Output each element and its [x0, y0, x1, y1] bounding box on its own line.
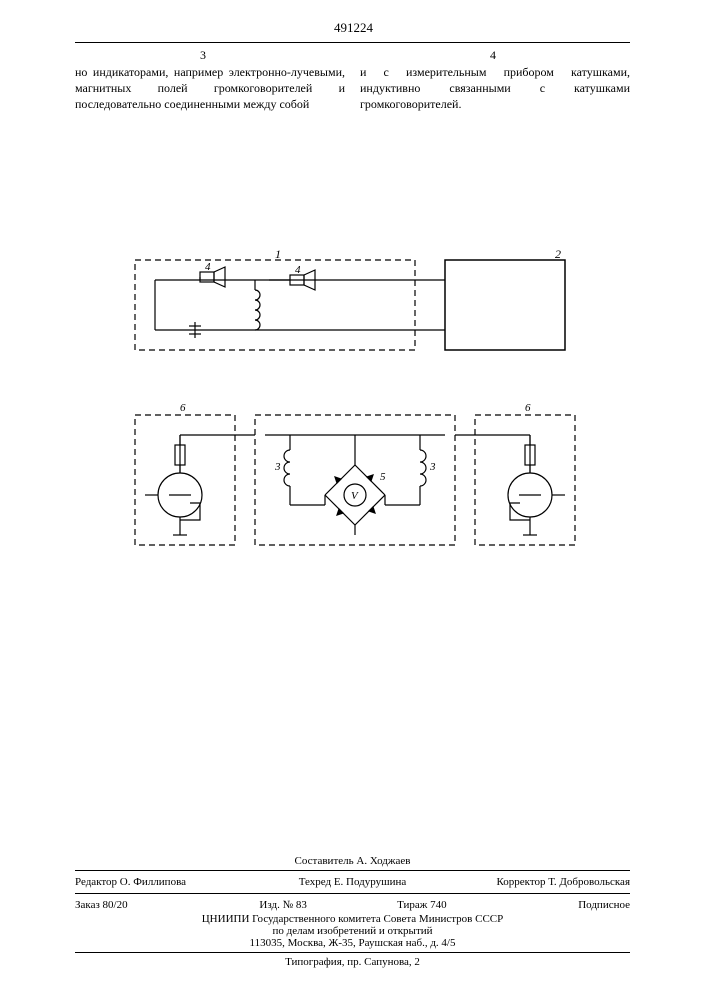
label-1: 1	[275, 250, 281, 261]
text-column-left: но индикаторами, например электронно-луч…	[75, 64, 345, 113]
label-4b: 4	[295, 264, 301, 276]
top-rule	[75, 42, 630, 43]
footer-editor: Редактор О. Филлипова	[75, 876, 260, 888]
text-column-right: и с измерительным прибором катушками, ин…	[360, 64, 630, 113]
footer-corrector: Корректор Т. Добровольская	[445, 876, 630, 888]
footer-address: 113035, Москва, Ж-35, Раушская наб., д. …	[75, 937, 630, 949]
diagram-bottom: 6 6 3 3 5 V	[125, 395, 585, 565]
footer-subscription: Подписное	[491, 899, 630, 911]
label-2: 2	[555, 250, 561, 261]
footer-order: Заказ 80/20	[75, 899, 214, 911]
diagram-top: 1 2 4 4	[125, 250, 585, 360]
page-num-right: 4	[490, 48, 496, 63]
footer-org1: ЦНИИПИ Государственного комитета Совета …	[75, 913, 630, 925]
footer-org2: по делам изобретений и открытий	[75, 925, 630, 937]
footer-tirage: Тираж 740	[353, 899, 492, 911]
label-3b: 3	[429, 461, 436, 473]
label-5: 5	[380, 471, 386, 483]
footer-techred: Техред Е. Подурушина	[260, 876, 445, 888]
footer-block: Составитель А. Ходжаев Редактор О. Филли…	[75, 855, 630, 968]
page-num-left: 3	[200, 48, 206, 63]
label-3a: 3	[274, 461, 281, 473]
label-6b: 6	[525, 402, 531, 414]
footer-printer: Типография, пр. Сапунова, 2	[75, 956, 630, 968]
footer-compiler: Составитель А. Ходжаев	[75, 855, 630, 867]
doc-number: 491224	[334, 20, 373, 36]
footer-izd: Изд. № 83	[214, 899, 353, 911]
label-6a: 6	[180, 402, 186, 414]
meter-v: V	[351, 490, 359, 502]
label-4a: 4	[205, 261, 211, 273]
